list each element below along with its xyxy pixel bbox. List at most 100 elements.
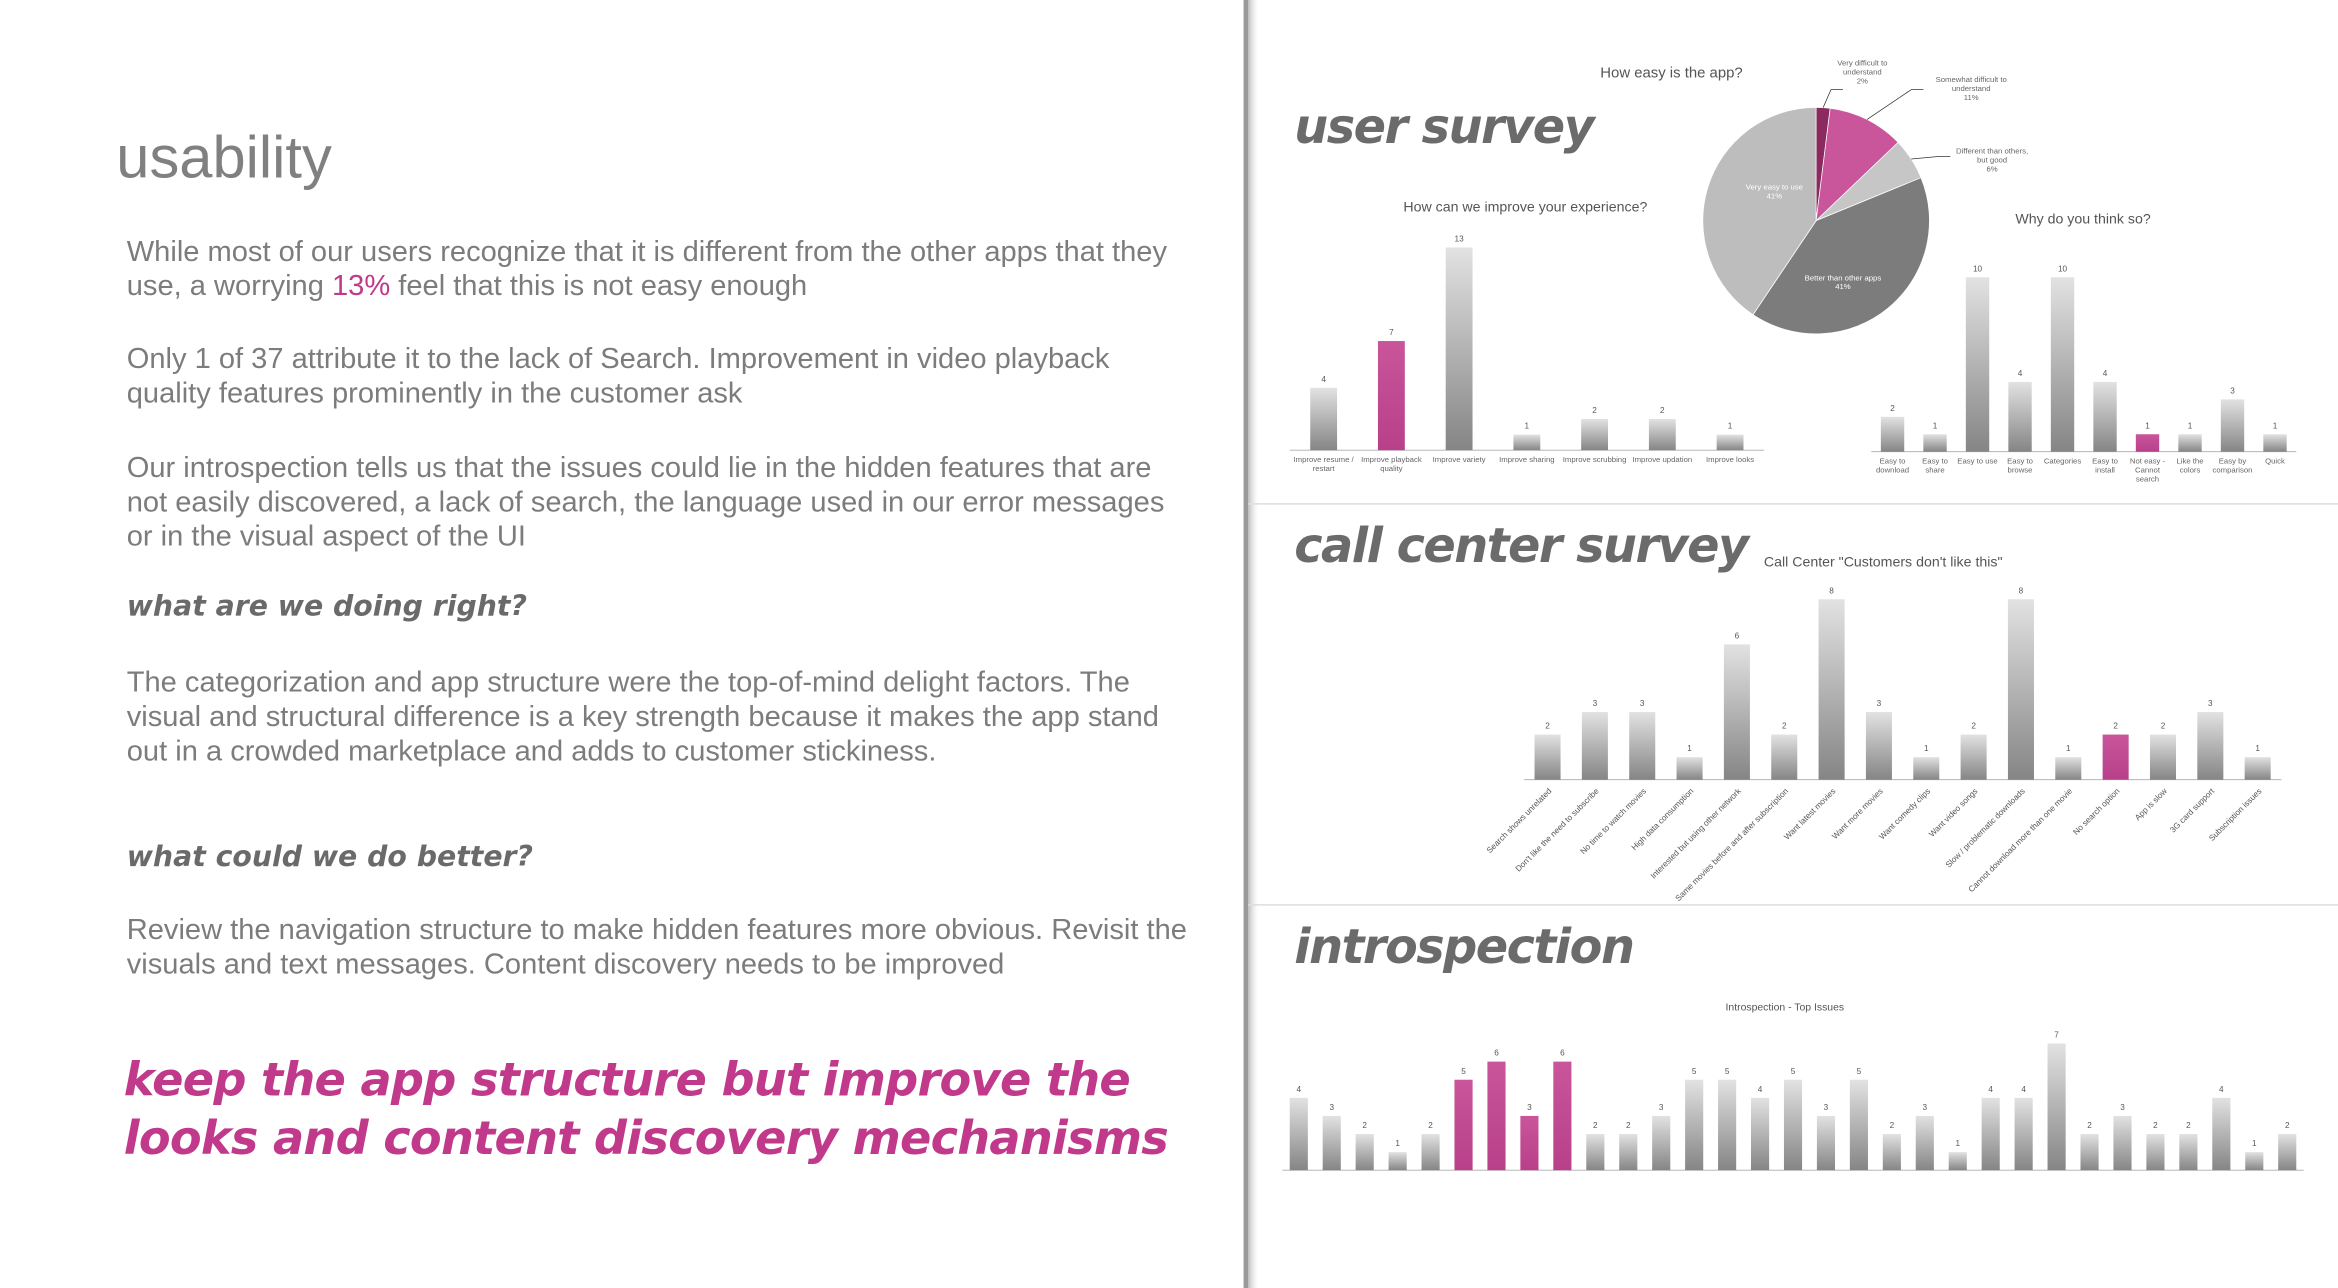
heading: what could we do better? bbox=[126, 840, 533, 874]
value-label: 4 bbox=[2018, 369, 2023, 378]
bar bbox=[1882, 1134, 1901, 1171]
bar bbox=[1310, 387, 1338, 451]
value-label: 1 bbox=[2255, 744, 2260, 753]
slice-label-box: Very difficult to understand 2% bbox=[1821, 60, 1904, 87]
bar bbox=[2245, 1152, 2264, 1171]
bar bbox=[1513, 434, 1541, 451]
bar bbox=[1520, 1115, 1539, 1171]
value-label: 1 bbox=[1728, 422, 1733, 431]
bar bbox=[1685, 1079, 1704, 1171]
value-label: 6 bbox=[1735, 631, 1740, 640]
x-tick-label: Improve looks bbox=[1705, 456, 1755, 466]
value-label: 1 bbox=[1955, 1139, 1960, 1148]
x-tick-label: Cannot download more than one movie bbox=[1967, 786, 2075, 894]
pie-slice bbox=[1702, 106, 1817, 316]
x-tick-label: Quick bbox=[2265, 458, 2285, 467]
bar bbox=[2263, 434, 2287, 452]
highlight: 13% bbox=[331, 269, 391, 303]
value-label: 5 bbox=[1461, 1067, 1466, 1076]
pie-slice bbox=[1752, 177, 1930, 335]
value-label: 2 bbox=[1971, 722, 1976, 731]
bar bbox=[1716, 434, 1744, 451]
text: Somewhat difficult to understand bbox=[1935, 76, 2007, 94]
value-label: 8 bbox=[2019, 586, 2024, 595]
conclusion: keep the app structure but improve the l… bbox=[123, 1053, 1169, 1166]
x-tick-label-box: Easy to use bbox=[1957, 458, 1999, 467]
bar bbox=[2135, 434, 2160, 452]
x-tick-label-box: Improve sharing bbox=[1494, 456, 1560, 465]
value-label: 3 bbox=[1593, 699, 1598, 708]
value-label: 1 bbox=[1395, 1139, 1400, 1148]
text: Better than other apps bbox=[1804, 274, 1882, 284]
bar bbox=[1454, 1079, 1473, 1171]
title: usability bbox=[116, 125, 332, 191]
x-tick-label: Subscription issues bbox=[2207, 787, 2263, 843]
value-label: 1 bbox=[2273, 421, 2278, 430]
text: Different than others, but good bbox=[1956, 147, 2029, 166]
x-tick-label: Interested but using other network bbox=[1649, 786, 1744, 881]
bar bbox=[2220, 399, 2245, 452]
text: Categories bbox=[2043, 457, 2082, 467]
pie-slice bbox=[1815, 107, 1899, 222]
value-label: 3 bbox=[1659, 1103, 1664, 1112]
x-tick-label: Categories bbox=[2042, 458, 2084, 467]
bar bbox=[2014, 1097, 2033, 1171]
x-tick-label: Improve resume / restart bbox=[1294, 456, 1354, 474]
x-tick-label: Easy to browse bbox=[1999, 458, 2041, 476]
section-heading: introspection bbox=[1294, 918, 1635, 975]
value-label: 10 bbox=[2058, 264, 2068, 273]
bar bbox=[1818, 599, 1845, 780]
bar bbox=[1880, 416, 1905, 452]
x-tick-label: Easy to download bbox=[1875, 457, 1910, 476]
x-tick-label-box: Not easy - Cannot search bbox=[2127, 458, 2169, 485]
value-label: 2 bbox=[1890, 404, 1895, 413]
bar bbox=[1923, 434, 1947, 452]
x-tick-label-box: Categories bbox=[2042, 458, 2084, 467]
x-tick-label: Improve sharing bbox=[1494, 456, 1560, 465]
paragraph: While most of our users recognize that i… bbox=[127, 236, 1193, 305]
value-label: 7 bbox=[1389, 328, 1394, 337]
value-label: 1 bbox=[1687, 744, 1692, 753]
slice-label-box: Very easy to use 41% bbox=[1733, 183, 1816, 201]
text: Easy to install bbox=[2092, 457, 2118, 476]
bar bbox=[2007, 599, 2034, 780]
slice-label-box: Better than other apps 41% bbox=[1801, 274, 1884, 292]
x-tick-label: Easy to share bbox=[1922, 458, 1948, 476]
x-tick-label: Same movies before and after subscriptio… bbox=[1674, 786, 1791, 903]
bar bbox=[2080, 1134, 2099, 1171]
bar bbox=[1421, 1134, 1440, 1171]
value-label: 2 bbox=[1660, 406, 1665, 415]
text: Easy to use bbox=[1957, 457, 1998, 467]
x-tick-label: App is slow bbox=[2133, 787, 2169, 823]
x-tick-label: Want latest movies bbox=[1782, 787, 1837, 842]
bar bbox=[2178, 434, 2202, 452]
x-tick-label-box: Easy to browse bbox=[1999, 458, 2041, 476]
bar bbox=[1849, 1079, 1868, 1171]
bar bbox=[1445, 247, 1473, 451]
text: Easy to download bbox=[1875, 457, 1910, 476]
bar bbox=[2212, 1097, 2231, 1171]
bar bbox=[1676, 757, 1703, 780]
bar bbox=[2179, 1134, 2198, 1171]
x-tick-label-box: Easy to install bbox=[2084, 458, 2126, 476]
value-label: 1 bbox=[1924, 744, 1929, 753]
bar bbox=[2197, 712, 2224, 780]
bar bbox=[1981, 1097, 2000, 1171]
text: Improve looks bbox=[1705, 456, 1755, 466]
bar bbox=[1586, 1134, 1605, 1171]
bar bbox=[2093, 381, 2117, 452]
value-label: 10 bbox=[1973, 264, 1983, 273]
bar bbox=[1289, 1097, 1308, 1171]
bar bbox=[1581, 712, 1608, 780]
bar bbox=[2055, 757, 2082, 780]
bar bbox=[1629, 712, 1656, 780]
bar bbox=[1487, 1061, 1506, 1171]
text: 2% bbox=[1856, 77, 1868, 87]
text: Improve scrubbing bbox=[1562, 456, 1627, 466]
bar bbox=[1388, 1152, 1407, 1171]
slice-label-box: Somewhat difficult to understand 11% bbox=[1929, 76, 2013, 103]
value-label: 4 bbox=[1988, 1085, 1993, 1094]
